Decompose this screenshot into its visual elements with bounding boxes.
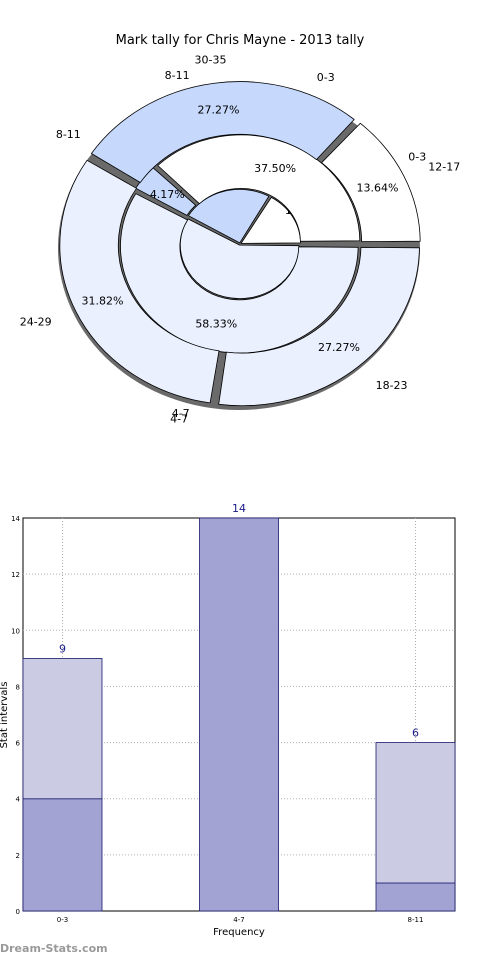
bar-8-11-series-1 (375, 742, 456, 884)
pie-slice-2-0 (321, 122, 421, 243)
pie-slice-label-2-2: 24-29 (20, 315, 52, 328)
bar-x-tick-1: 4-7 (233, 916, 244, 924)
bar-y-axis-label: Stat intervals (0, 682, 10, 749)
pie-slice-2-3 (218, 246, 420, 407)
bar-4-7-series-0 (199, 517, 279, 912)
pie-slice-2-1 (91, 81, 355, 183)
bar-x-tick-2: 8-11 (408, 916, 424, 924)
pie-slice-pct-1-2: 58.33% (195, 318, 237, 331)
bar-value-label-1-0: 14 (232, 502, 246, 515)
watermark: Dream-Stats.com (0, 942, 108, 955)
pie-chart-title: Mark tally for Chris Mayne - 2013 tally (116, 33, 365, 48)
pie-slice-1-0 (157, 134, 361, 242)
bar-y-tick-7: 14 (11, 515, 20, 523)
pie-slice-label-1-2: 4-7 (170, 413, 188, 426)
bar-y-tick-3: 6 (16, 740, 21, 748)
pie-slice-1-2 (120, 193, 359, 354)
bar-value-label-2-1: 6 (412, 727, 419, 740)
pie-slice-2-2 (59, 159, 220, 404)
pie-slice-pct-2-0: 13.64% (357, 182, 399, 195)
pie-slice-pct-2-1: 27.27% (198, 103, 240, 116)
pie-slice-label-0-1: 8-11 (165, 69, 190, 82)
pie-slice-label-2-3: 18-23 (376, 379, 408, 392)
bar-y-tick-5: 10 (11, 627, 20, 635)
bar-y-tick-0: 0 (16, 908, 20, 916)
bar-x-axis-label: Frequency (213, 927, 265, 938)
pie-slice-label-1-1: 8-11 (56, 128, 81, 141)
bar-0-3-series-0 (22, 798, 103, 912)
bar-8-11-series-0 (375, 882, 456, 912)
pie-slice-label-0-2: 4-7 (172, 407, 190, 420)
pie-slice-0-1 (188, 189, 270, 244)
bar-value-label-0-1: 9 (59, 642, 66, 655)
bar-x-tick-0: 0-3 (57, 916, 68, 924)
bar-y-tick-4: 8 (16, 683, 20, 691)
pie-chart: 16.67%0-325.00%8-1158.33%4-737.50%0-34.1… (20, 54, 461, 426)
pie-slice-pct-1-1: 4.17% (150, 188, 185, 201)
pie-slice-label-2-0: 12-17 (428, 161, 460, 174)
pie-slice-label-1-0: 0-3 (317, 71, 335, 84)
bar-0-3-series-1 (22, 658, 103, 800)
pie-slice-pct-2-2: 31.82% (82, 295, 124, 308)
pie-slice-label-2-1: 30-35 (195, 54, 227, 67)
pie-slice-pct-2-3: 27.27% (318, 341, 360, 354)
bar-y-tick-6: 12 (11, 571, 20, 579)
pie-slice-pct-1-0: 37.50% (254, 162, 296, 175)
bar-y-tick-1: 2 (16, 852, 20, 860)
pie-slice-label-0-0: 0-3 (408, 151, 426, 164)
bar-y-tick-2: 4 (16, 796, 21, 804)
